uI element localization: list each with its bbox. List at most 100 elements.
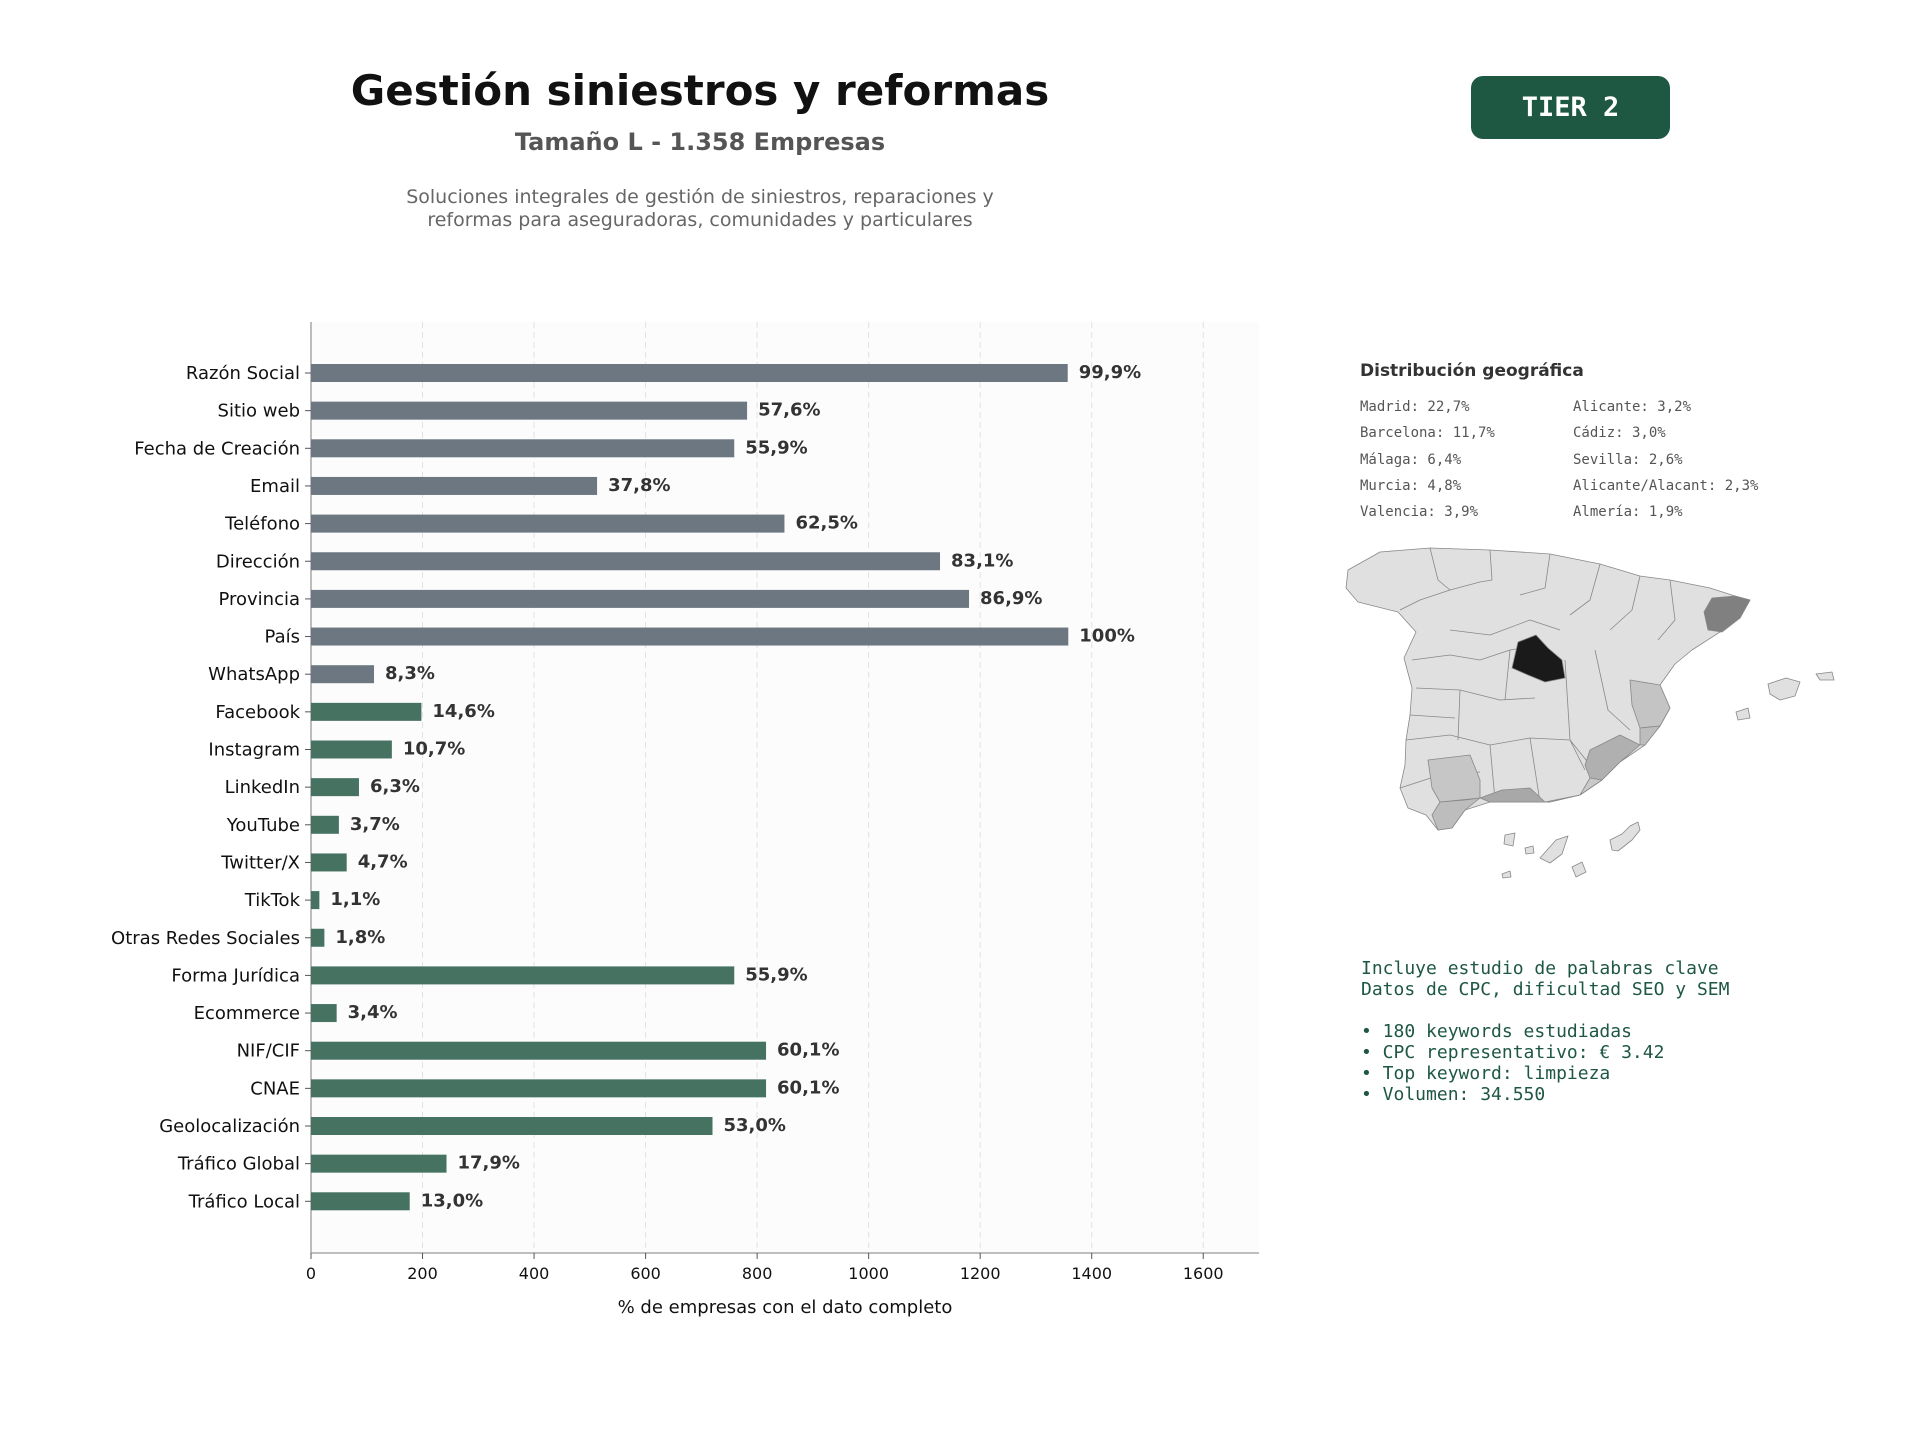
tier-badge: TIER 2 bbox=[1471, 76, 1670, 139]
map-canary-5 bbox=[1609, 821, 1641, 852]
x-tick-label: 1600 bbox=[1183, 1264, 1224, 1283]
map-canary-3 bbox=[1539, 835, 1569, 864]
map-canary-2 bbox=[1524, 845, 1535, 855]
category-label: Ecommerce bbox=[194, 1003, 300, 1024]
bar bbox=[311, 1041, 767, 1060]
data-label: 14,6% bbox=[432, 701, 494, 722]
keyword-bullet: • 180 keywords estudiadas bbox=[1361, 1021, 1632, 1042]
category-label: Dirección bbox=[216, 551, 300, 572]
bar bbox=[311, 476, 598, 495]
category-label: Otras Redes Sociales bbox=[111, 928, 300, 949]
category-label: Geolocalización bbox=[159, 1116, 300, 1137]
data-label: 10,7% bbox=[403, 739, 465, 760]
data-label: 6,3% bbox=[370, 776, 420, 797]
category-label: Tráfico Local bbox=[188, 1191, 300, 1212]
data-label: 60,1% bbox=[777, 1077, 839, 1098]
data-label: 13,0% bbox=[421, 1190, 483, 1211]
bar bbox=[311, 1117, 713, 1135]
data-label: 60,1% bbox=[777, 1040, 839, 1061]
map-balearic-majorca bbox=[1767, 677, 1801, 701]
bar bbox=[311, 1192, 410, 1211]
category-label: Provincia bbox=[218, 589, 300, 610]
map-province-sevilla bbox=[1427, 754, 1481, 803]
x-tick-label: 1000 bbox=[848, 1264, 889, 1283]
bar bbox=[311, 552, 941, 571]
bar bbox=[311, 627, 1069, 646]
map-province-barcelona bbox=[1703, 595, 1751, 633]
category-label: Tráfico Global bbox=[177, 1154, 300, 1175]
map-canary-1 bbox=[1503, 832, 1516, 847]
geo-item: Sevilla: 2,6% bbox=[1573, 451, 1683, 468]
geo-item: Cádiz: 3,0% bbox=[1573, 425, 1666, 442]
x-tick-label: 1200 bbox=[960, 1264, 1001, 1283]
map-province-alicante bbox=[1639, 725, 1661, 746]
description-line-1: Soluciones integrales de gestión de sini… bbox=[406, 186, 994, 208]
x-axis-label: % de empresas con el dato completo bbox=[618, 1297, 953, 1318]
geo-item: Murcia: 4,8% bbox=[1360, 477, 1462, 494]
data-label: 3,7% bbox=[350, 814, 400, 835]
geo-list-column-2: Alicante: 3,2% Cádiz: 3,0% Sevilla: 2,6%… bbox=[1573, 398, 1758, 529]
data-label: 53,0% bbox=[724, 1115, 786, 1136]
category-label: Razón Social bbox=[186, 363, 300, 384]
category-label: Teléfono bbox=[224, 514, 300, 535]
data-label: 37,8% bbox=[608, 475, 670, 496]
data-label: 55,9% bbox=[745, 964, 807, 985]
bar bbox=[311, 815, 339, 834]
category-label: Instagram bbox=[208, 740, 300, 761]
data-label: 17,9% bbox=[458, 1153, 520, 1174]
map-province-murcia bbox=[1584, 734, 1641, 781]
data-label: 3,4% bbox=[348, 1002, 398, 1023]
bar bbox=[311, 401, 748, 420]
data-label: 100% bbox=[1079, 626, 1135, 647]
bar bbox=[311, 364, 1068, 382]
map-province-cadiz bbox=[1431, 797, 1481, 831]
geo-item: Alicante/Alacant: 2,3% bbox=[1573, 477, 1759, 494]
geo-item: Madrid: 22,7% bbox=[1360, 399, 1470, 415]
page-description: Soluciones integrales de gestión de sini… bbox=[300, 186, 1100, 232]
category-label: Sitio web bbox=[218, 401, 300, 422]
category-label: CNAE bbox=[250, 1078, 300, 1099]
keyword-bullet: • Volumen: 34.550 bbox=[1361, 1084, 1546, 1105]
data-label: 1,1% bbox=[330, 889, 380, 910]
category-label: Twitter/X bbox=[220, 852, 300, 873]
keywords-line-1: Incluye estudio de palabras clave bbox=[1361, 958, 1719, 979]
bar-chart: 0 200 400 600 800 1000 1200 1400 1600 % de empres… bbox=[111, 322, 1259, 1318]
bar bbox=[311, 891, 320, 910]
geo-item: Málaga: 6,4% bbox=[1360, 451, 1462, 468]
page-subtitle: Tamaño L - 1.358 Empresas bbox=[514, 128, 886, 156]
bar bbox=[311, 740, 392, 759]
map-canary-6 bbox=[1501, 870, 1512, 879]
data-label: 99,9% bbox=[1079, 362, 1141, 383]
category-label: TikTok bbox=[244, 890, 301, 911]
page-title: Gestión siniestros y reformas bbox=[350, 66, 1050, 115]
map-peninsula bbox=[1345, 547, 1751, 831]
map-balearic-ibiza bbox=[1735, 707, 1751, 721]
bar bbox=[311, 1004, 337, 1023]
data-label: 86,9% bbox=[980, 588, 1042, 609]
x-tick-label: 0 bbox=[306, 1264, 316, 1283]
category-label: Facebook bbox=[215, 702, 300, 723]
data-label: 57,6% bbox=[758, 400, 820, 421]
bar bbox=[311, 778, 359, 797]
category-label: LinkedIn bbox=[225, 777, 300, 798]
bar bbox=[311, 439, 735, 458]
map-province-madrid bbox=[1511, 634, 1566, 683]
bar bbox=[311, 966, 735, 985]
category-label: País bbox=[265, 627, 300, 648]
x-tick-label: 400 bbox=[519, 1264, 550, 1283]
map-canary-4 bbox=[1571, 861, 1587, 878]
data-label: 55,9% bbox=[745, 437, 807, 458]
x-tick-label: 800 bbox=[742, 1264, 773, 1283]
category-label: Fecha de Creación bbox=[134, 438, 300, 459]
data-label: 8,3% bbox=[385, 663, 435, 684]
keyword-bullet: • CPC representativo: € 3.42 bbox=[1361, 1042, 1665, 1063]
bar bbox=[311, 1154, 447, 1173]
category-label: YouTube bbox=[226, 815, 300, 836]
data-label: 83,1% bbox=[951, 550, 1013, 571]
x-tick-label: 600 bbox=[630, 1264, 661, 1283]
description-line-2: reformas para aseguradoras, comunidades … bbox=[427, 209, 973, 231]
geo-item: Almería: 1,9% bbox=[1573, 504, 1683, 521]
data-label: 1,8% bbox=[335, 927, 385, 948]
bar bbox=[311, 589, 970, 608]
geo-item: Alicante: 3,2% bbox=[1573, 399, 1692, 415]
